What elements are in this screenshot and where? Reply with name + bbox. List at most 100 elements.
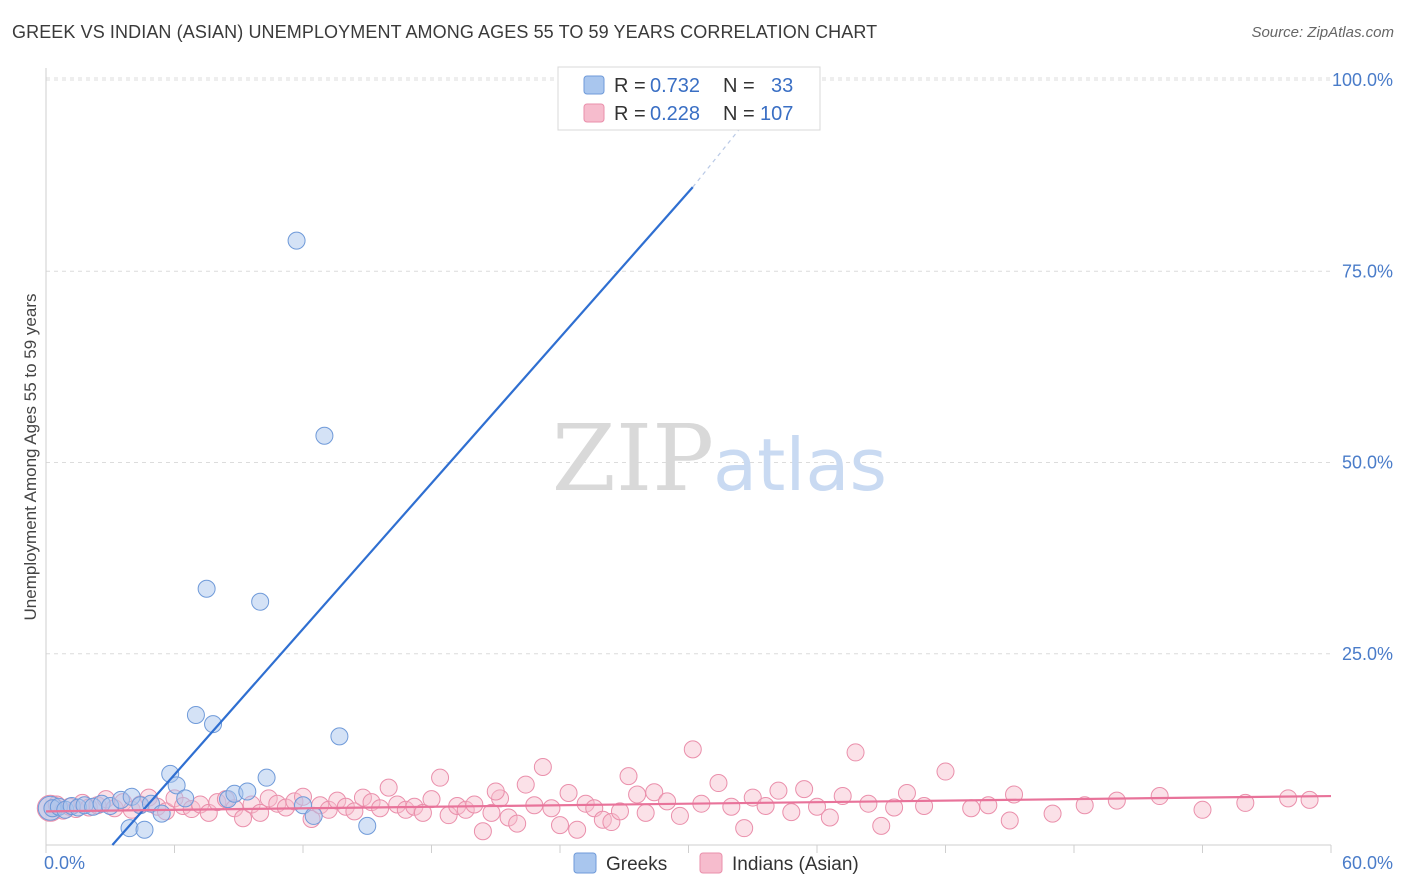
greeks-point-27 (304, 806, 323, 825)
indians-point-103 (1236, 793, 1255, 812)
indians-point-84 (795, 780, 814, 799)
watermark-atlas: atlas (713, 423, 887, 507)
greeks-point-28 (315, 426, 334, 445)
indians-point-38 (353, 788, 372, 807)
legend-n-value-indians: 107 (760, 103, 793, 125)
trendline-greeks-extension (692, 125, 743, 188)
indians-point-81 (756, 796, 775, 815)
greeks-point-26 (294, 796, 312, 815)
source-label: Source: ZipAtlas.com (1251, 24, 1394, 41)
trendlines (45, 125, 1332, 846)
y-tick-labels: 25.0% 50.0% 75.0% 100.0% (1332, 70, 1393, 664)
greeks-point-17 (186, 705, 205, 724)
indians-point-78 (722, 797, 741, 816)
indians-point-89 (859, 794, 878, 813)
indians-point-57 (516, 775, 535, 794)
greeks-point-25 (287, 231, 306, 250)
axes (45, 68, 1332, 853)
legend-swatch-greeks (583, 75, 605, 95)
indians-point-74 (670, 806, 689, 825)
indians-point-64 (576, 794, 595, 813)
x-tick-labels: 0.0% 60.0% (44, 853, 1393, 873)
indians-point-59 (533, 757, 552, 776)
legend-r-value-indians: 0.228 (650, 103, 700, 125)
greeks-point-30 (358, 816, 377, 835)
indians-point-92 (897, 783, 916, 802)
indians-point-47 (431, 768, 450, 787)
indians-point-86 (820, 808, 839, 827)
bottom-legend-swatch-indians (699, 852, 723, 874)
legend-r-value-greeks: 0.732 (650, 75, 700, 97)
series-greeks-points (37, 231, 377, 839)
indians-point-41 (379, 778, 398, 797)
indians-point-45 (413, 803, 432, 822)
bottom-legend-swatch-greeks (573, 852, 597, 874)
legend: R = 0.732 N = 33 R = 0.228 N = 107 (557, 66, 821, 131)
greeks-point-31 (120, 819, 139, 838)
indians-point-104 (1279, 789, 1298, 808)
indians-point-83 (782, 803, 801, 822)
indians-point-68 (610, 802, 629, 821)
bottom-legend: Greeks Indians (Asian) (573, 852, 859, 875)
indians-point-82 (769, 781, 788, 800)
indians-point-56 (508, 814, 527, 833)
legend-r-label-indians: R = (614, 103, 646, 125)
bottom-legend-greeks: Greeks (606, 854, 667, 875)
indians-point-60 (542, 799, 561, 818)
indians-point-62 (559, 783, 578, 802)
indians-point-51 (465, 795, 484, 814)
indians-point-107 (1000, 811, 1019, 830)
indians-point-94 (936, 762, 955, 781)
greeks-point-16 (176, 789, 195, 808)
indians-point-106 (486, 782, 505, 801)
indians-point-90 (872, 816, 891, 835)
indians-point-79 (735, 819, 754, 838)
y-tick-label-0: 25.0% (1342, 644, 1393, 664)
legend-n-label-indians: N = (723, 103, 755, 125)
legend-r-label-greeks: R = (614, 75, 646, 97)
indians-point-101 (1150, 787, 1169, 806)
greeks-point-22 (238, 782, 257, 801)
greeks-point-13 (152, 804, 171, 823)
indians-point-73 (658, 792, 677, 811)
watermark: ZIP atlas (552, 405, 887, 512)
indians-point-88 (846, 743, 865, 762)
x-tick-label-1: 60.0% (1342, 853, 1393, 873)
greeks-point-32 (135, 820, 154, 839)
indians-point-46 (422, 790, 441, 809)
watermark-zip: ZIP (552, 405, 714, 512)
indians-point-105 (1300, 790, 1319, 809)
trendline-indians (45, 794, 1332, 813)
indians-point-69 (619, 767, 638, 786)
y-tick-label-2: 75.0% (1342, 261, 1393, 281)
indians-point-27 (259, 789, 278, 808)
legend-n-value-greeks: 33 (771, 75, 793, 97)
indians-point-75 (683, 740, 702, 759)
greeks-point-29 (330, 727, 349, 746)
indians-point-102 (1193, 800, 1212, 819)
bottom-legend-indians: Indians (Asian) (732, 854, 859, 875)
indians-point-63 (568, 820, 587, 839)
y-tick-label-1: 50.0% (1342, 453, 1393, 473)
indians-point-77 (709, 774, 728, 793)
x-tick-label-0: 0.0% (44, 853, 85, 873)
indians-point-53 (482, 803, 501, 822)
indians-point-72 (645, 783, 664, 802)
indians-point-52 (473, 822, 492, 841)
legend-swatch-indians (583, 103, 605, 123)
greeks-point-15 (167, 776, 186, 795)
grid-lines (46, 77, 1334, 655)
indians-point-98 (1043, 804, 1062, 823)
indians-point-99 (1075, 796, 1094, 815)
y-axis-label: Unemployment Among Ages 55 to 59 years (21, 294, 40, 621)
indians-point-70 (628, 785, 647, 804)
greeks-point-18 (197, 579, 216, 598)
chart-title: GREEK VS INDIAN (ASIAN) UNEMPLOYMENT AMO… (12, 22, 878, 42)
legend-n-label-greeks: N = (723, 75, 755, 97)
indians-point-91 (885, 798, 904, 817)
greeks-point-24 (257, 768, 276, 787)
indians-point-87 (833, 787, 852, 806)
greeks-point-19 (204, 715, 223, 734)
y-tick-label-3: 100.0% (1332, 70, 1393, 90)
